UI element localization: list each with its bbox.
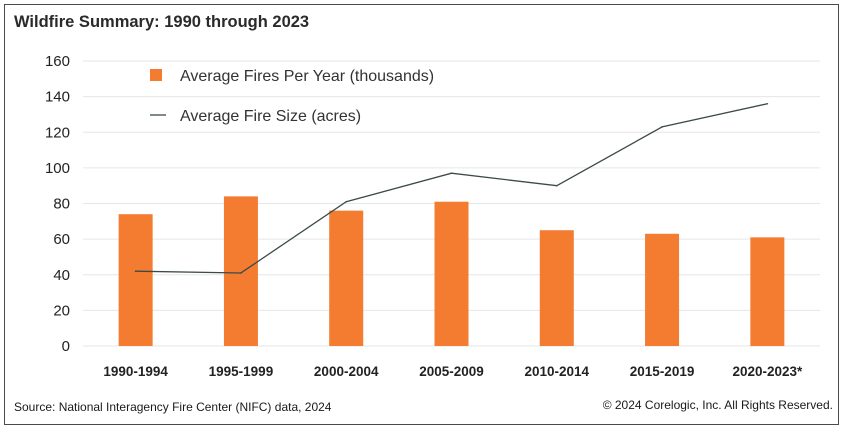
bar-series (118, 196, 785, 346)
x-tick-label: 1990-1994 (103, 364, 168, 379)
line-point (345, 200, 348, 203)
y-tick-label: 100 (45, 160, 70, 177)
source-note: Source: National Interagency Fire Center… (14, 400, 332, 414)
x-tick-label: 2020-2023* (732, 364, 803, 379)
y-tick-label: 120 (45, 124, 70, 141)
bar (329, 210, 364, 346)
y-tick-label: 0 (62, 338, 70, 355)
line-point (134, 270, 137, 272)
x-axis-ticks: 1990-1994 1995-1999 2000-2004 2005-2009 2010… (103, 364, 803, 379)
copyright-note: © 2024 Corelogic, Inc. All Rights Reserv… (602, 398, 833, 412)
legend-bar-label: Average Fires Per Year (thousands) (180, 68, 434, 85)
x-tick-label: 2010-2014 (525, 364, 590, 379)
bar (750, 237, 785, 346)
line-point (555, 184, 558, 187)
x-tick-label: 1995-1999 (209, 364, 274, 379)
x-tick-label: 2005-2009 (419, 364, 484, 379)
x-tick-label: 2000-2004 (314, 364, 379, 379)
y-tick-label: 60 (53, 231, 70, 248)
line-point (450, 172, 453, 175)
chart-title: Wildfire Summary: 1990 through 2023 (14, 13, 310, 31)
line-series (134, 102, 769, 274)
y-tick-label: 140 (45, 89, 70, 106)
bar (434, 201, 469, 346)
line-point (766, 102, 769, 105)
legend: Average Fires Per Year (thousands) Avera… (150, 68, 434, 125)
line-point (661, 126, 663, 128)
y-tick-label: 80 (53, 196, 70, 213)
bar (118, 214, 153, 346)
y-tick-label: 160 (45, 53, 70, 70)
bar (539, 230, 574, 346)
legend-line-label: Average Fire Size (acres) (180, 108, 361, 125)
legend-bar-swatch (150, 69, 162, 81)
y-axis-ticks: 0 20 40 60 80 100 120 140 160 (45, 53, 70, 355)
bar (223, 196, 258, 346)
y-tick-label: 20 (53, 302, 70, 319)
line-point (240, 272, 242, 274)
x-tick-label: 2015-2019 (630, 364, 695, 379)
y-tick-label: 40 (53, 267, 70, 284)
bar (645, 233, 680, 346)
